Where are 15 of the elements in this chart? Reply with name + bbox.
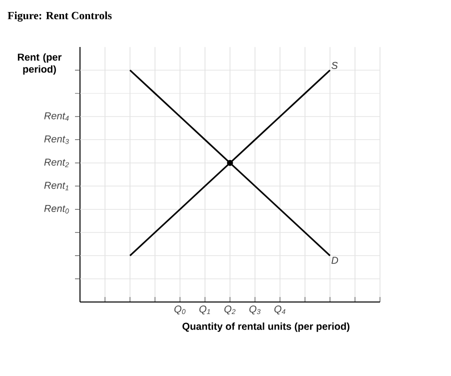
x-tick-label: Q$_{0}$ <box>174 306 186 314</box>
x-axis-title: Quantity of rental units (per period) <box>182 322 350 332</box>
chart-title: Figure: Rent Controls <box>8 12 112 22</box>
series-label: S <box>331 62 338 69</box>
x-tick-label: Q$_{4}$ <box>274 306 286 314</box>
y-axis-title: Rent (per period) <box>18 53 62 75</box>
x-tick-label: Q$_{3}$ <box>249 306 261 314</box>
ref-line-label: Rent$_{4}$ <box>44 112 69 121</box>
x-tick-label: Q$_{2}$ <box>224 306 236 314</box>
ref-line-label: Rent$_{0}$ <box>44 205 69 214</box>
ref-line-label: Rent$_{2}$ <box>44 158 69 168</box>
series-label: D <box>332 256 338 264</box>
ref-line-label: Rent$_{1}$ <box>44 182 68 190</box>
x-tick-label: Q$_{1}$ <box>199 306 210 314</box>
ref-line-label: Rent$_{3}$ <box>44 136 69 144</box>
